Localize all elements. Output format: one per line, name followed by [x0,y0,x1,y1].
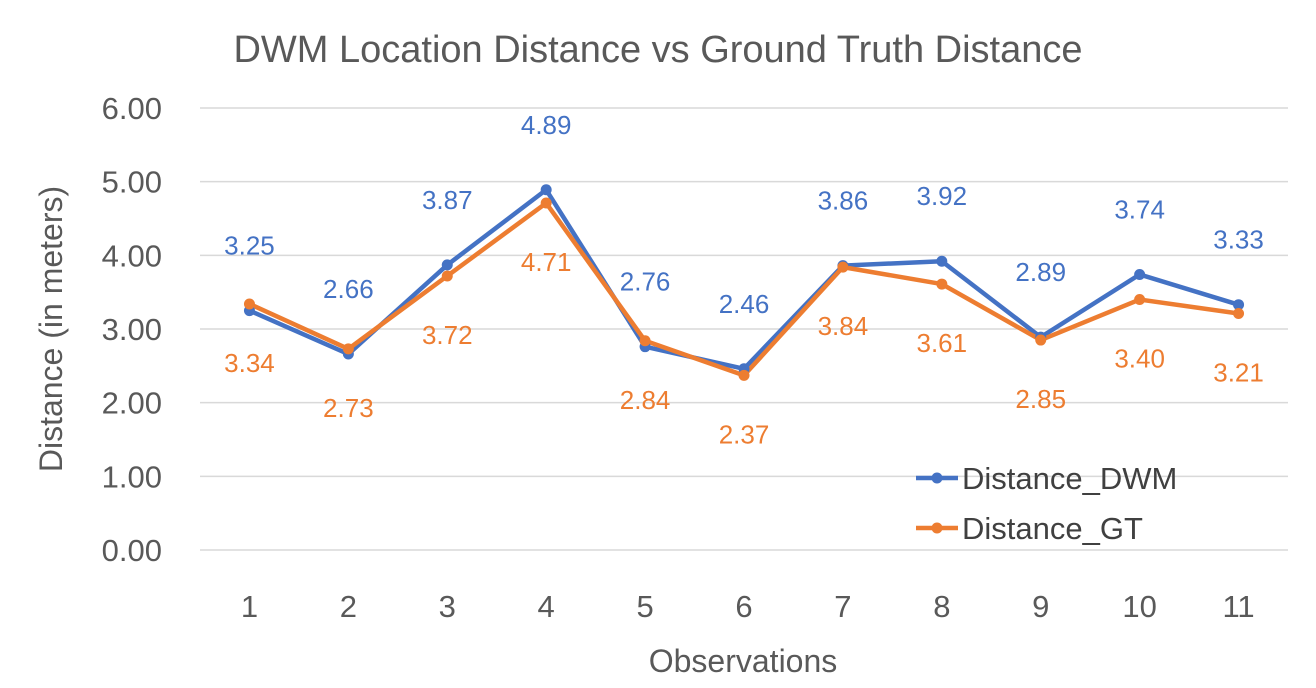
data-label: 2.46 [719,289,770,319]
y-tick-label: 4.00 [102,238,162,273]
x-axis-title: Observations [649,643,838,679]
legend-marker [931,472,943,484]
data-point [540,184,552,196]
data-point [936,278,948,290]
legend-label: Distance_GT [962,511,1143,546]
legend-label: Distance_DWM [962,461,1177,496]
data-label: 4.89 [521,110,572,140]
data-point [1035,334,1047,346]
chart-title: DWM Location Distance vs Ground Truth Di… [233,29,1082,71]
data-label: 3.33 [1213,225,1264,255]
y-tick-label: 0.00 [102,533,162,568]
data-label: 2.84 [620,385,671,415]
legend-marker [931,522,943,534]
data-label: 3.92 [917,181,968,211]
data-label: 2.37 [719,419,770,449]
x-tick-label: 2 [340,589,357,624]
data-label: 3.86 [818,186,869,216]
series [243,184,1245,381]
data-label: 3.25 [224,231,275,261]
x-tick-label: 4 [538,589,555,624]
x-tick-label: 8 [933,589,950,624]
data-point [1134,268,1146,280]
data-label: 3.87 [422,185,473,215]
x-axis-ticks: 1 2 3 4 5 6 7 8 9 10 11 [241,589,1255,624]
data-label: 3.21 [1213,358,1264,388]
data-point [738,369,750,381]
data-label: 2.66 [323,274,374,304]
data-point [441,270,453,282]
data-point [639,335,651,347]
data-label: 2.76 [620,267,671,297]
x-tick-label: 11 [1222,589,1254,624]
y-tick-label: 1.00 [102,459,162,494]
y-tick-label: 2.00 [102,386,162,421]
x-tick-label: 7 [834,589,851,624]
y-tick-label: 3.00 [102,312,162,347]
x-tick-label: 1 [241,589,258,624]
x-tick-label: 6 [735,589,752,624]
data-point [936,255,948,267]
data-label: 3.34 [224,348,275,378]
data-point [342,343,354,355]
data-point [1134,294,1146,306]
x-tick-label: 10 [1122,589,1156,624]
data-label: 4.71 [521,247,572,277]
data-label: 3.40 [1114,344,1165,374]
gridlines [200,107,1288,551]
y-tick-label: 5.00 [102,165,162,200]
data-point [540,197,552,209]
y-tick-label: 6.00 [102,91,162,126]
series-line-Distance_DWM [247,187,1241,372]
data-point [1233,308,1245,320]
data-point [837,261,849,273]
legend: Distance_DWM Distance_GT [916,461,1177,546]
x-tick-label: 3 [439,589,456,624]
data-label: 3.61 [917,328,968,358]
x-tick-label: 9 [1032,589,1049,624]
data-label: 3.74 [1114,194,1165,224]
data-point [441,259,453,271]
data-labels: 3.25 2.66 3.87 4.89 2.76 2.46 3.86 3.92 2.89 3.74… [224,110,1264,450]
x-tick-label: 5 [636,589,653,624]
data-label: 2.85 [1015,384,1066,414]
data-label: 2.73 [323,393,374,423]
data-label: 3.84 [818,311,869,341]
data-label: 2.89 [1015,257,1066,287]
data-point [1233,299,1245,311]
y-axis-ticks: 0.00 1.00 2.00 3.00 4.00 5.00 6.00 [102,91,162,568]
data-point [243,298,255,310]
data-label: 3.72 [422,320,473,350]
y-axis-title: Distance (in meters) [33,186,69,472]
